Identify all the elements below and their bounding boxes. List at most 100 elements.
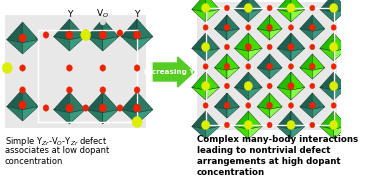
Circle shape [203, 83, 209, 89]
Circle shape [99, 31, 107, 39]
Polygon shape [192, 33, 206, 51]
Polygon shape [227, 107, 239, 118]
Polygon shape [334, 87, 347, 100]
Text: Increasing Y: Increasing Y [144, 69, 194, 75]
Polygon shape [137, 110, 153, 124]
Circle shape [81, 30, 91, 41]
Circle shape [288, 103, 293, 108]
Polygon shape [214, 54, 227, 70]
Polygon shape [270, 93, 282, 109]
Circle shape [201, 42, 210, 52]
Polygon shape [192, 48, 206, 61]
Polygon shape [248, 48, 262, 61]
Polygon shape [248, 87, 262, 100]
Polygon shape [103, 110, 119, 124]
Polygon shape [214, 68, 227, 79]
Polygon shape [334, 9, 347, 22]
Circle shape [203, 4, 209, 12]
Text: leading to nontrivial defect: leading to nontrivial defect [197, 146, 330, 155]
Circle shape [67, 87, 72, 93]
Circle shape [66, 104, 73, 112]
Text: Simple Y$_{Zr}$-V$_O$-Y$_{Zr}$ defect: Simple Y$_{Zr}$-V$_O$-Y$_{Zr}$ defect [5, 135, 107, 148]
Polygon shape [206, 111, 220, 129]
Circle shape [331, 64, 336, 69]
Circle shape [330, 121, 337, 129]
Polygon shape [277, 33, 291, 51]
Circle shape [246, 25, 251, 30]
Polygon shape [277, 48, 291, 61]
Circle shape [67, 65, 72, 71]
Circle shape [288, 83, 294, 89]
Polygon shape [214, 15, 227, 31]
Circle shape [134, 65, 140, 71]
Polygon shape [320, 9, 334, 22]
Circle shape [133, 31, 141, 39]
Polygon shape [257, 29, 270, 40]
Circle shape [201, 81, 210, 91]
Circle shape [330, 4, 337, 12]
Polygon shape [320, 33, 334, 51]
Polygon shape [320, 87, 334, 100]
Polygon shape [234, 126, 248, 139]
Text: Complex many-body interactions: Complex many-body interactions [197, 135, 358, 144]
Polygon shape [334, 111, 347, 129]
Circle shape [330, 42, 338, 52]
Polygon shape [192, 9, 206, 22]
Polygon shape [334, 126, 347, 139]
Circle shape [225, 122, 229, 128]
Circle shape [117, 105, 123, 111]
Polygon shape [291, 9, 305, 22]
Text: V$_O$: V$_O$ [96, 8, 109, 20]
Circle shape [330, 81, 338, 91]
Polygon shape [192, 87, 206, 100]
Circle shape [133, 104, 141, 112]
Polygon shape [214, 107, 227, 118]
Polygon shape [206, 0, 220, 12]
Bar [197, 2, 337, 130]
Circle shape [100, 65, 106, 71]
Polygon shape [234, 48, 248, 61]
Circle shape [117, 30, 123, 36]
Polygon shape [334, 48, 347, 61]
Circle shape [310, 83, 315, 89]
Circle shape [267, 24, 273, 31]
Polygon shape [248, 72, 262, 90]
Polygon shape [23, 22, 39, 43]
Circle shape [246, 103, 251, 108]
Circle shape [224, 63, 230, 70]
Circle shape [19, 101, 26, 109]
Polygon shape [334, 72, 347, 90]
Text: concentration: concentration [5, 157, 63, 166]
Polygon shape [291, 87, 305, 100]
Polygon shape [87, 92, 103, 113]
Polygon shape [291, 126, 305, 139]
Polygon shape [234, 0, 248, 12]
Polygon shape [206, 87, 220, 100]
Polygon shape [277, 111, 291, 129]
Circle shape [267, 102, 273, 109]
Circle shape [288, 4, 294, 12]
Polygon shape [320, 111, 334, 129]
Circle shape [246, 64, 251, 69]
Circle shape [201, 121, 210, 129]
Polygon shape [277, 9, 291, 22]
Polygon shape [192, 126, 206, 139]
Polygon shape [334, 0, 347, 12]
Circle shape [331, 103, 336, 108]
Circle shape [287, 121, 295, 129]
Circle shape [330, 4, 338, 12]
Polygon shape [312, 29, 325, 40]
Circle shape [310, 122, 315, 128]
Circle shape [267, 122, 272, 128]
Polygon shape [312, 54, 325, 70]
Polygon shape [192, 72, 206, 90]
Polygon shape [137, 92, 153, 113]
Circle shape [224, 102, 230, 109]
Circle shape [224, 24, 230, 31]
Polygon shape [270, 54, 282, 70]
Circle shape [20, 65, 25, 71]
Polygon shape [291, 48, 305, 61]
Polygon shape [277, 126, 291, 139]
Circle shape [43, 105, 49, 111]
Polygon shape [277, 87, 291, 100]
